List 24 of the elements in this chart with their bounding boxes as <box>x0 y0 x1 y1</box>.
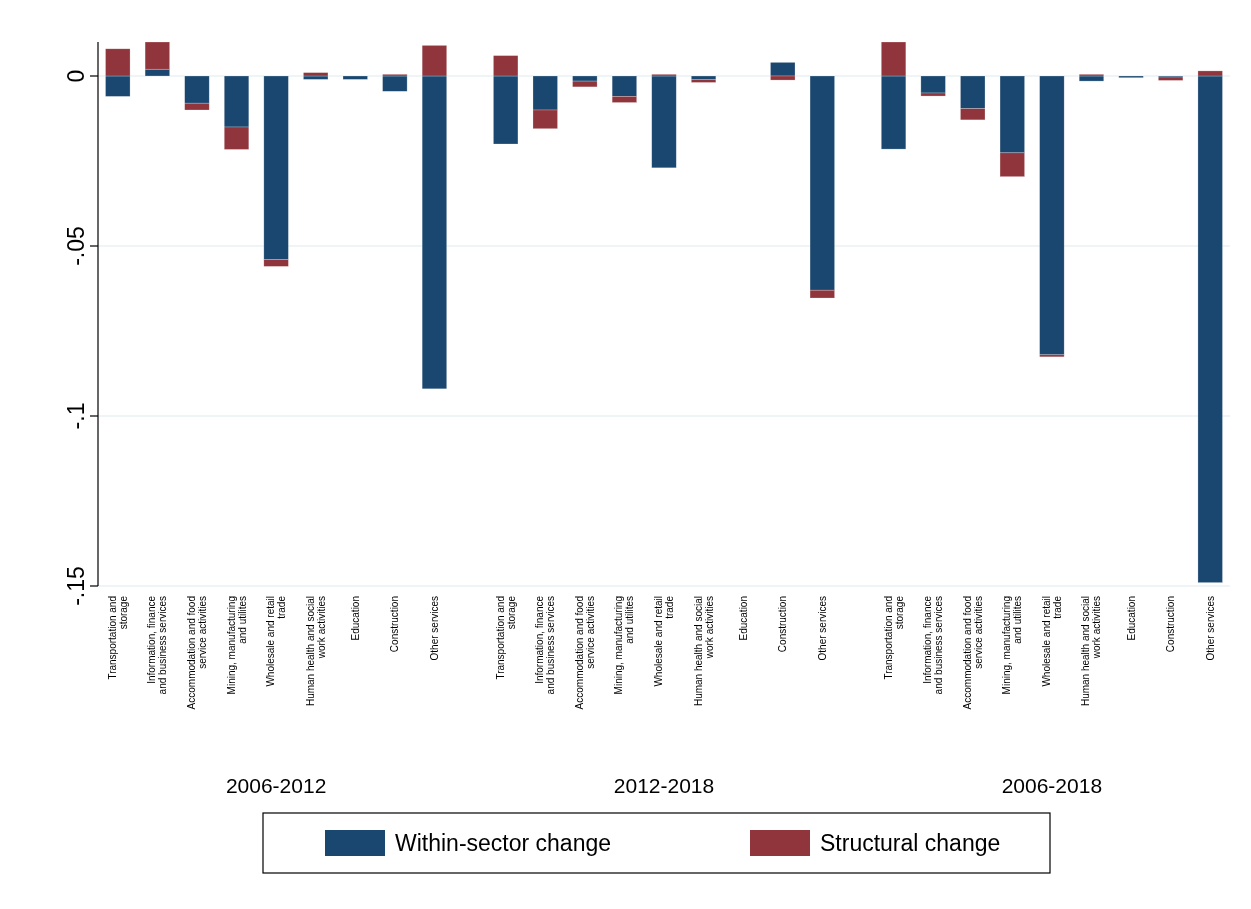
x-tick-label: Education <box>737 596 749 641</box>
x-tick-label: Wholesale and retail trade <box>1040 595 1063 687</box>
x-tick-label: Construction <box>777 596 789 653</box>
text: 2012-2018 <box>613 774 715 797</box>
x-tick-label: Other services <box>816 596 828 661</box>
text: 2006-2018 <box>1001 774 1103 797</box>
x-tick-label: Construction <box>389 596 401 653</box>
y-tick-label: -.15 <box>63 566 89 606</box>
y-tick-label: -.05 <box>63 226 89 266</box>
x-tick-label: Transportation and storage <box>106 595 129 680</box>
y-tick-label: 0 <box>63 69 89 83</box>
x-tick-label: Wholesale and retail trade <box>653 595 675 687</box>
x-tick-label: Transportation and storage <box>882 595 905 680</box>
x-tick-label: Wholesale and retail trade <box>265 595 288 687</box>
x-tick-label: Other services <box>428 596 440 661</box>
x-tick-label: Education <box>349 596 361 641</box>
x-tick-label: Education <box>1125 596 1137 641</box>
legend-label: Within-sector change <box>395 830 612 856</box>
text: 2006-2012 <box>225 774 327 797</box>
x-tick-label: Transportation and storage <box>494 595 517 680</box>
x-tick-label: Other services <box>1204 596 1216 661</box>
y-tick-label: -.1 <box>63 402 89 430</box>
x-tick-label: Construction <box>1165 596 1177 653</box>
legend-label: Structural change <box>820 830 1001 856</box>
